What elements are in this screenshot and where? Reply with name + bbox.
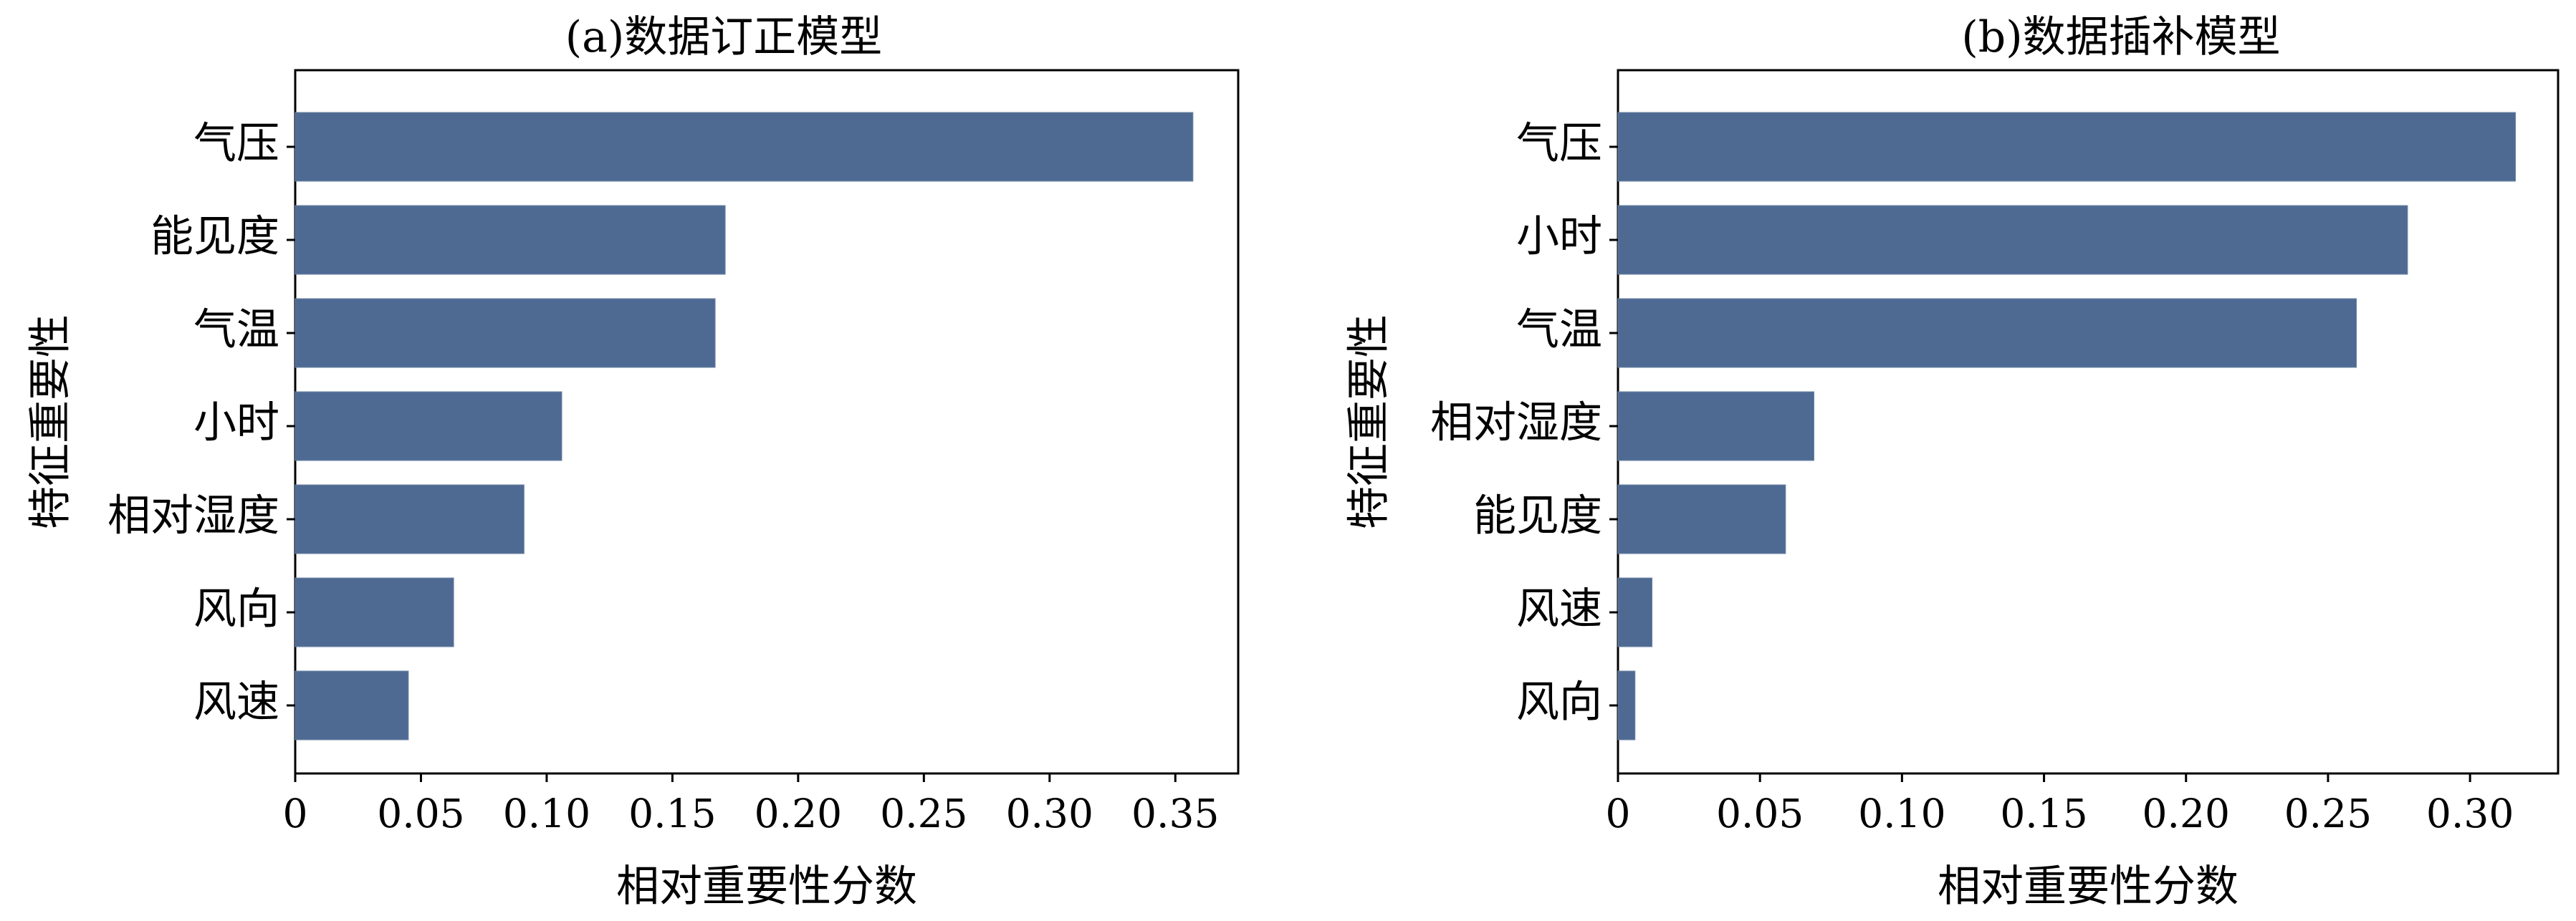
x-tick-label: 0.30 [2426,791,2514,836]
x-tick-label: 0.10 [1858,791,1945,836]
chart-title: (a)数据订正模型 [565,12,883,62]
bar [1617,298,2357,368]
y-tick-label: 风速 [1516,584,1602,635]
x-tick-label: 0 [1606,791,1631,836]
y-tick-label: 小时 [193,398,279,448]
y-tick-label: 相对湿度 [1430,398,1602,448]
y-tick-label: 小时 [1516,212,1602,262]
bar [295,205,726,275]
bar [1617,577,1653,647]
chart-title: (b)数据插补模型 [1961,12,2280,62]
x-tick-label: 0.35 [1131,791,1219,836]
x-tick-label: 0.15 [628,791,716,836]
x-tick-label: 0.25 [880,791,967,836]
y-tick-label: 气温 [193,305,279,355]
x-axis-label: 相对重要性分数 [616,862,917,912]
bar [1617,484,1786,554]
y-axis-label: 特征重要性 [1344,314,1394,529]
x-tick-label: 0.10 [503,791,590,836]
bar [295,298,716,368]
bar [1617,205,2408,275]
x-axis-label: 相对重要性分数 [1938,862,2239,912]
x-tick-label: 0.15 [2000,791,2087,836]
x-tick-label: 0.20 [755,791,842,836]
bar [295,484,525,554]
x-ticks: 0 0.05 0.10 0.15 0.20 0.25 0.30 [1606,773,2514,836]
x-tick-label: 0 [283,791,308,836]
bar [1617,112,2517,182]
y-tick-label: 相对湿度 [107,491,279,541]
x-tick-label: 0.20 [2142,791,2230,836]
x-tick-label: 0.05 [1716,791,1804,836]
bar [295,391,562,461]
x-tick-label: 0.25 [2284,791,2372,836]
x-tick-label: 0.30 [1006,791,1093,836]
bar [295,577,454,647]
y-axis-label: 特征重要性 [26,314,76,529]
y-tick-label: 风速 [193,678,279,728]
y-tick-label: 气压 [1516,119,1602,169]
x-tick-label: 0.05 [377,791,464,836]
y-tick-label: 风向 [193,584,279,635]
bar [1617,670,1636,741]
bar [1617,391,1814,461]
y-tick-label: 气温 [1516,305,1602,355]
y-tick-label: 能见度 [150,212,279,262]
y-tick-label: 风向 [1516,678,1602,728]
y-tick-label: 能见度 [1473,491,1602,541]
chart-panel-a: (a)数据订正模型 特征重要性 相对重要性分数 气压能见度气温小时相对湿度风向风… [26,12,1240,912]
y-tick-label: 气压 [193,119,279,169]
chart-panel-b: (b)数据插补模型 特征重要性 相对重要性分数 气压小时气温相对湿度能见度风速风… [1344,12,2560,912]
x-ticks: 0 0.05 0.10 0.15 0.20 0.25 0.30 0.35 [283,773,1220,836]
bar [295,112,1194,182]
bar [295,670,409,741]
